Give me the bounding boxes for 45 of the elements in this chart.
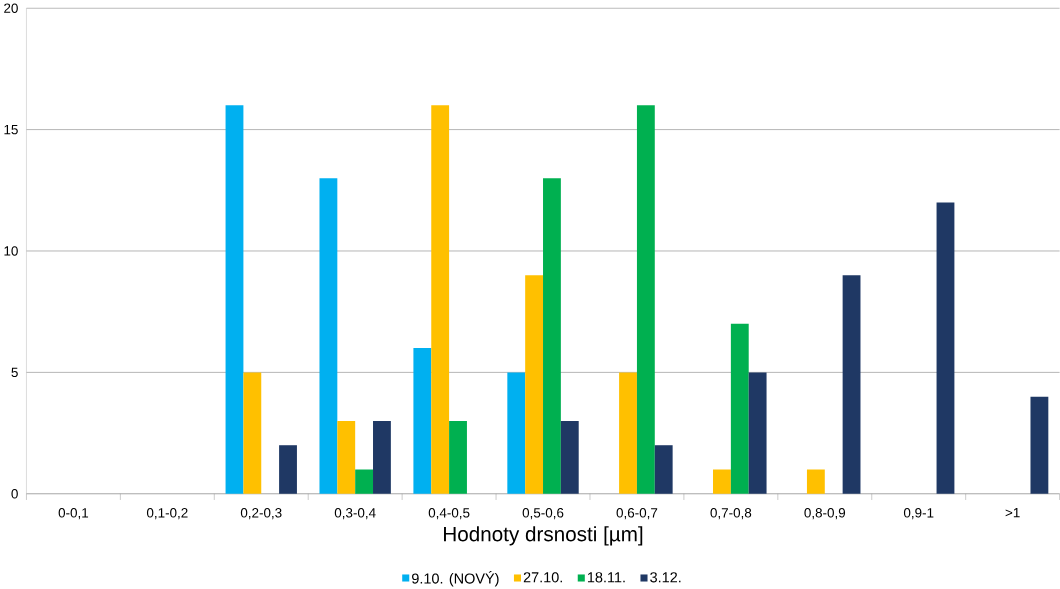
bar <box>319 178 338 494</box>
bar <box>713 469 731 494</box>
y-tick-label: 10 <box>4 246 18 256</box>
bar <box>431 105 450 494</box>
x-tick-label: 0,9-1 <box>903 507 934 520</box>
bar <box>806 469 825 494</box>
x-tick-label: 0,5-0,6 <box>522 507 564 520</box>
bar <box>842 275 861 494</box>
x-tick-label: 0-0,1 <box>58 507 89 520</box>
bar <box>337 420 356 494</box>
bar <box>560 420 579 494</box>
legend-label: 27.10. <box>523 572 562 583</box>
y-tick-label: 5 <box>11 367 18 377</box>
x-tick-label: 0,7-0,8 <box>710 507 752 520</box>
x-tick-label: 0,3-0,4 <box>334 507 376 520</box>
bar <box>936 202 955 494</box>
bar <box>748 372 767 494</box>
bar <box>279 445 297 494</box>
bar <box>636 105 655 494</box>
bar <box>619 372 637 494</box>
x-tick-label: >1 <box>1005 507 1020 518</box>
legend-label: 3.12. <box>650 572 681 583</box>
bar <box>449 420 467 494</box>
x-axis-title: Hodnoty drsnosti [µm] <box>444 526 643 546</box>
y-tick-label: 0 <box>11 488 18 499</box>
legend-label: 18.11. <box>587 572 625 583</box>
x-tick-label: 0,6-0,7 <box>616 507 658 520</box>
bar <box>373 420 391 494</box>
bar <box>243 372 262 494</box>
bar <box>730 323 749 494</box>
y-tick-label: 15 <box>4 124 18 135</box>
bar <box>525 275 544 494</box>
x-tick-label: 0,1-0,2 <box>146 507 188 520</box>
x-tick-label: 0,4-0,5 <box>428 507 470 520</box>
x-tick-label: 0,8-0,9 <box>804 507 846 520</box>
bar <box>355 469 374 494</box>
bar <box>225 105 244 494</box>
y-tick-label: 20 <box>4 3 18 13</box>
x-tick-label: 0,2-0,3 <box>240 507 282 520</box>
bar <box>1030 396 1049 494</box>
bar <box>654 445 673 494</box>
bar <box>543 178 561 494</box>
legend-label: 9.10. (NOVÝ) <box>412 570 499 587</box>
bar <box>413 348 432 494</box>
bar <box>507 372 526 494</box>
